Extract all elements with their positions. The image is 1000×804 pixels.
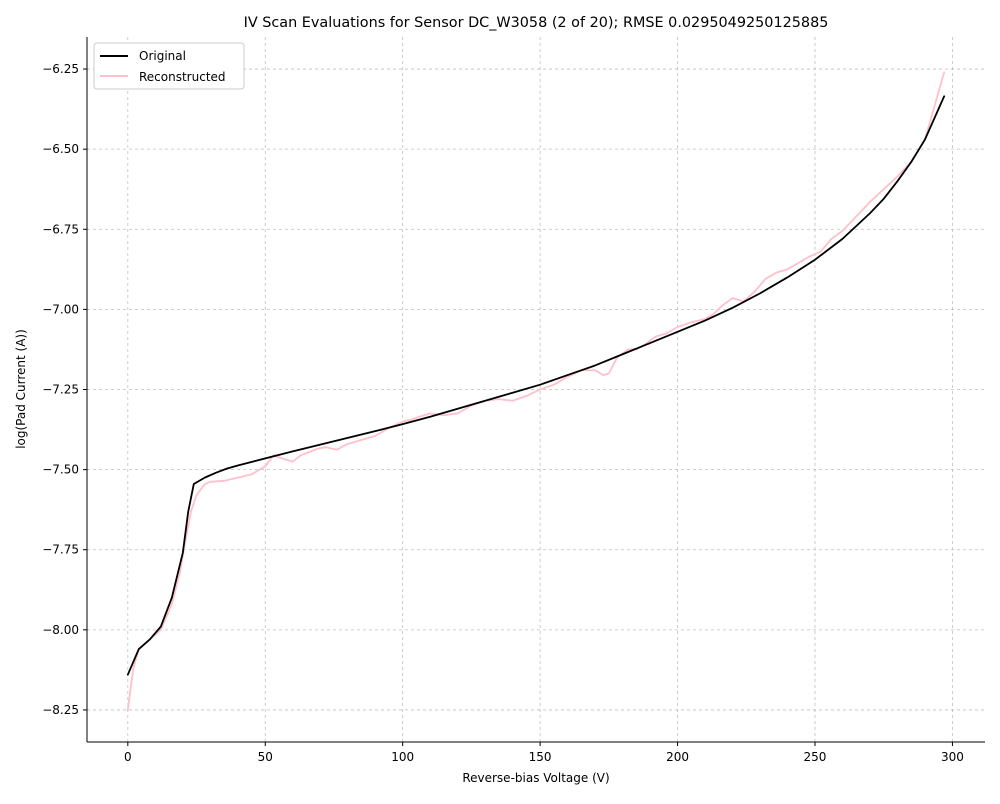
x-axis-label: Reverse-bias Voltage (V): [462, 771, 609, 785]
x-tick-label: 50: [258, 750, 273, 764]
series-lines: [126, 71, 946, 711]
x-tick-label: 250: [804, 750, 827, 764]
grid: [87, 37, 985, 742]
y-axis-label: log(Pad Current (A)): [14, 329, 28, 449]
y-tick-label: −6.50: [42, 142, 79, 156]
y-tick-label: −6.25: [42, 62, 79, 76]
x-tick-label: 0: [124, 750, 132, 764]
legend-box: [93, 42, 245, 90]
x-tick-label: 100: [391, 750, 414, 764]
y-tick-label: −7.75: [42, 543, 79, 557]
legend: Original Reconstructed: [93, 42, 245, 90]
legend-label-reconstructed: Reconstructed: [139, 70, 226, 84]
y-tick-label: −7.25: [42, 383, 79, 397]
y-tick-label: −6.75: [42, 222, 79, 236]
legend-label-original: Original: [139, 49, 186, 63]
series-line-reconstructed: [126, 71, 946, 711]
ticks: 0 50 100 150 200 250 300 −8.25 −8.00 −7.75 −7.50 −7…: [42, 62, 964, 764]
y-tick-label: −8.00: [42, 623, 79, 637]
chart-title: IV Scan Evaluations for Sensor DC_W3058 …: [244, 15, 829, 31]
series-line-original: [126, 95, 946, 676]
y-tick-label: −7.00: [42, 302, 79, 316]
x-tick-label: 300: [941, 750, 964, 764]
x-tick-label: 200: [666, 750, 689, 764]
y-tick-label: −8.25: [42, 703, 79, 717]
x-tick-label: 150: [529, 750, 552, 764]
y-tick-label: −7.50: [42, 463, 79, 477]
